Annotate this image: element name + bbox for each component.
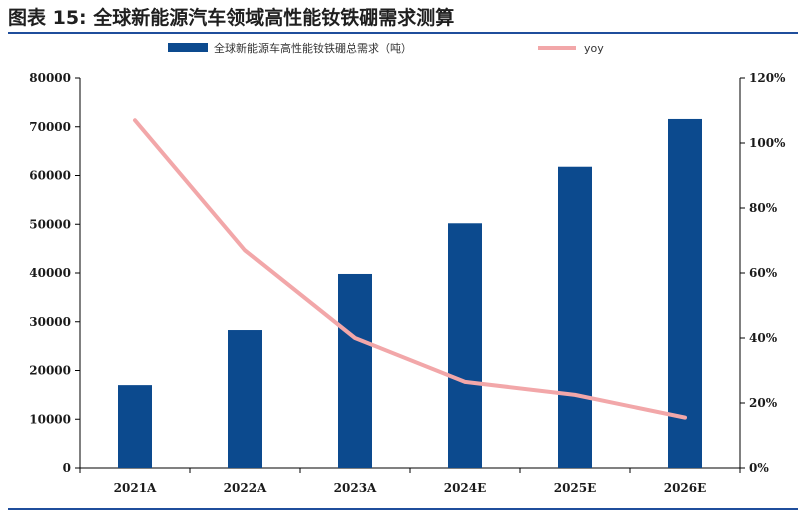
y-left-tick-label: 30000: [29, 315, 71, 329]
y-left-tick-label: 20000: [29, 364, 71, 378]
combo-chart: 全球新能源车高性能钕铁硼总需求（吨） yoy 0 10000 20000 30000 40…: [29, 41, 786, 495]
axes: 0 10000 20000 30000 40000 50000 60000 70000 8000…: [29, 71, 786, 495]
bar-series: [118, 118, 702, 468]
x-tick-label: 2023A: [334, 481, 377, 495]
line-series: [133, 118, 687, 420]
bottom-rule: [8, 508, 798, 510]
y-left-tick-label: 40000: [29, 266, 71, 280]
y-left-tick-label: 70000: [29, 120, 71, 134]
figure-header: 图表 15: 全球新能源汽车领域高性能钕铁硼需求测算: [0, 0, 800, 34]
y-right-tick-label: 120%: [749, 71, 786, 85]
yoy-line: [133, 118, 687, 420]
y-right-tick-label: 80%: [749, 201, 778, 215]
y-right-tick-label: 60%: [749, 266, 778, 280]
bar: [338, 273, 372, 468]
y-left-tick-label: 50000: [29, 217, 71, 231]
y-left-tick-label: 0: [63, 461, 71, 475]
y-left-tick-label: 80000: [29, 71, 71, 85]
x-tick-label: 2022A: [224, 481, 267, 495]
x-tick-label: 2026E: [664, 481, 707, 495]
y-right-tick-label: 20%: [749, 396, 778, 410]
bar: [118, 385, 152, 468]
y-right-tick-label: 40%: [749, 331, 778, 345]
x-tick-label: 2025E: [554, 481, 597, 495]
legend: 全球新能源车高性能钕铁硼总需求（吨） yoy: [168, 41, 604, 55]
legend-label-line: yoy: [584, 42, 604, 55]
y-left-tick-label: 60000: [29, 169, 71, 183]
chart-area: 全球新能源车高性能钕铁硼总需求（吨） yoy 0 10000 20000 30000 40…: [0, 34, 800, 510]
y-right-tick-label: 100%: [749, 136, 786, 150]
title-rule: [8, 32, 798, 34]
y-right-tick-label: 0%: [749, 461, 769, 475]
legend-label-bar: 全球新能源车高性能钕铁硼总需求（吨）: [214, 41, 412, 55]
x-tick-label: 2021A: [114, 481, 157, 495]
y-left-tick-label: 10000: [29, 412, 71, 426]
bar: [228, 330, 262, 468]
x-tick-label: 2024E: [444, 481, 487, 495]
bar: [668, 118, 702, 468]
bar: [558, 166, 592, 468]
figure-title: 图表 15: 全球新能源汽车领域高性能钕铁硼需求测算: [8, 7, 455, 29]
legend-swatch-bar: [168, 43, 208, 52]
bar: [448, 223, 482, 468]
